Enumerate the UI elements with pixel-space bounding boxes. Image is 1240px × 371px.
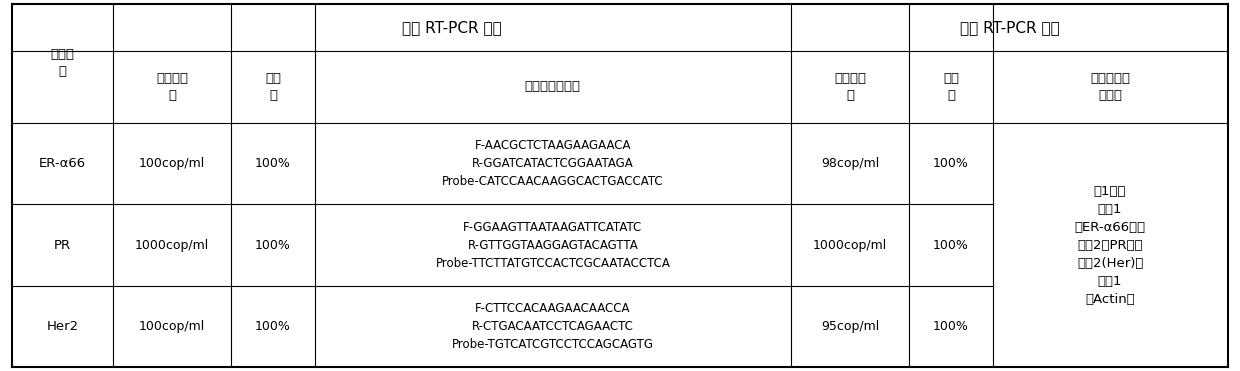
Text: 100%: 100% [255, 157, 291, 170]
Text: 100cop/ml: 100cop/ml [139, 320, 206, 333]
Text: 100%: 100% [932, 320, 968, 333]
Text: F-AACGCTCTAAGAAGAACA
R-GGATCATACTCGGAATAGA
Probe-CATCCAACAAGGCACTGACCATC: F-AACGCTCTAAGAAGAACA R-GGATCATACTCGGAATA… [441, 139, 663, 188]
Text: 表1中的
引物1
（ER-α66），
引物2（PR），
引物2(Her)、
引物1
（Actin）: 表1中的 引物1 （ER-α66）， 引物2（PR）， 引物2(Her)、 引物… [1075, 185, 1146, 306]
Text: 1000cop/ml: 1000cop/ml [135, 239, 210, 252]
Text: 100%: 100% [255, 239, 291, 252]
Text: 特异
性: 特异 性 [265, 72, 281, 102]
Text: F-GGAAGTTAATAAGATTCATATC
R-GTTGGTAAGGAGTACAGTTA
Probe-TTCTTATGTCCACTCGCAATACCTCA: F-GGAAGTTAATAAGATTCATATC R-GTTGGTAAGGAGT… [435, 221, 671, 270]
Text: 最佳引物、探针: 最佳引物、探针 [525, 81, 580, 93]
Text: 最低检出
量: 最低检出 量 [156, 72, 188, 102]
Text: 1000cop/ml: 1000cop/ml [813, 239, 888, 252]
Text: 项目名
称: 项目名 称 [51, 48, 74, 78]
Text: 100%: 100% [932, 239, 968, 252]
Text: PR: PR [55, 239, 72, 252]
Text: F-CTTCCACAAGAACAACCA
R-CTGACAATCCTCAGAACTC
Probe-TGTCATCGTCCTCCAGCAGTG: F-CTTCCACAAGAACAACCA R-CTGACAATCCTCAGAAC… [451, 302, 653, 351]
Text: ER-α66: ER-α66 [40, 157, 87, 170]
Text: 95cop/ml: 95cop/ml [821, 320, 879, 333]
Text: 100cop/ml: 100cop/ml [139, 157, 206, 170]
Text: 多重 RT-PCR 测定: 多重 RT-PCR 测定 [960, 20, 1059, 35]
Text: 100%: 100% [255, 320, 291, 333]
Text: 最佳引物探
针组合: 最佳引物探 针组合 [1090, 72, 1130, 102]
Text: 100%: 100% [932, 157, 968, 170]
Text: 特异
性: 特异 性 [942, 72, 959, 102]
Text: 98cop/ml: 98cop/ml [821, 157, 879, 170]
Text: 单重 RT-PCR 测定: 单重 RT-PCR 测定 [402, 20, 502, 35]
Text: 最低检出
量: 最低检出 量 [835, 72, 867, 102]
Text: Her2: Her2 [47, 320, 79, 333]
